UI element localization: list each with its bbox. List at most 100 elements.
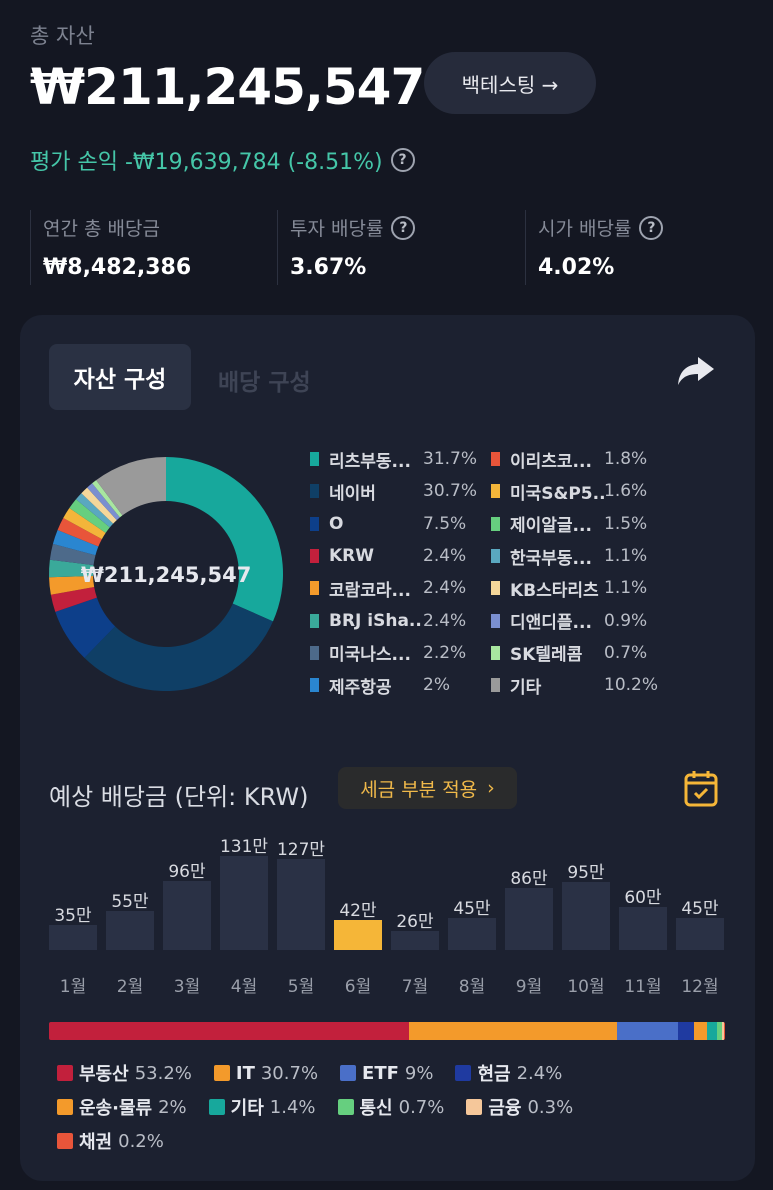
- sector-percent: 53.2%: [134, 1062, 192, 1084]
- sector-percent: 0.2%: [118, 1130, 164, 1152]
- donut-slice: [166, 457, 283, 622]
- dividend-bar[interactable]: [676, 917, 724, 950]
- legend-percent: 2%: [423, 675, 450, 696]
- sector-legend-item: 기타 1.4%: [208, 1094, 316, 1120]
- legend-item: 미국나스... 2.2%: [310, 637, 477, 669]
- stat-value: 3.67%: [290, 255, 367, 280]
- dividend-bar[interactable]: [562, 881, 610, 950]
- dividend-bar[interactable]: [163, 881, 211, 950]
- dividend-bar[interactable]: [106, 910, 154, 950]
- donut-slice: [57, 518, 102, 547]
- sector-segment: [677, 1022, 694, 1040]
- sector-swatch: [466, 1099, 483, 1115]
- tax-applied-chip[interactable]: 세금 부분 적용 ›: [338, 767, 517, 809]
- sector-percent: 2.4%: [516, 1062, 563, 1084]
- legend-name: 기타: [510, 677, 542, 698]
- bar-value-label: 86만: [510, 869, 548, 890]
- legend-swatch: [310, 581, 319, 596]
- dividend-bar[interactable]: [49, 924, 97, 950]
- sector-percent: 0.7%: [398, 1096, 445, 1118]
- month-label: 2월: [116, 977, 144, 997]
- legend-name: O: [329, 513, 344, 534]
- tab-dividend-composition[interactable]: 배당 구성: [218, 370, 311, 396]
- legend-name: SK텔레콤: [510, 645, 583, 666]
- sector-segment: [723, 1022, 725, 1040]
- sector-legend-item: IT 30.7%: [213, 1063, 318, 1084]
- legend-percent: 2.4%: [423, 546, 467, 567]
- sector-swatch: [208, 1099, 225, 1115]
- stat-value: ₩8,482,386: [43, 255, 192, 280]
- donut-slice: [49, 543, 96, 566]
- donut-slice: [49, 576, 95, 595]
- donut-slice: [81, 487, 117, 524]
- sector-percent: 9%: [404, 1062, 434, 1084]
- donut-center-total: ₩211,245,547: [80, 563, 252, 587]
- legend-percent: 0.7%: [604, 642, 648, 663]
- help-icon[interactable]: ?: [391, 215, 416, 240]
- bar-value-label: 45만: [453, 898, 491, 919]
- month-label: 4월: [230, 977, 258, 997]
- valuation-pnl: 평가 손익 -₩19,639,784 (-8.51%) ?: [30, 144, 415, 176]
- dividend-bar[interactable]: [334, 919, 382, 950]
- dividend-bar[interactable]: [277, 858, 325, 950]
- legend-name: 코람코라...: [329, 580, 411, 601]
- legend-percent: 1.1%: [604, 546, 648, 567]
- legend-percent: 30.7%: [423, 481, 478, 502]
- donut-slice: [96, 457, 166, 516]
- donut-slice: [92, 480, 123, 518]
- dividend-bar[interactable]: [619, 906, 667, 950]
- bar-value-label: 42만: [339, 900, 377, 921]
- legend-percent: 2.2%: [423, 642, 467, 663]
- month-label: 11월: [624, 977, 662, 997]
- bar-value-label: 26만: [396, 912, 434, 933]
- help-icon[interactable]: ?: [639, 215, 664, 240]
- legend-item: 제이알글... 1.5%: [491, 508, 658, 540]
- sector-percent: 0.3%: [527, 1096, 574, 1118]
- donut-slice: [87, 483, 120, 521]
- legend-percent: 0.9%: [604, 610, 648, 631]
- legend-item: 코람코라... 2.4%: [310, 572, 477, 604]
- legend-item: 이리츠코... 1.8%: [491, 443, 658, 475]
- sector-legend-item: 운송·물류 2%: [57, 1094, 187, 1120]
- donut-slice: [84, 603, 273, 691]
- help-icon[interactable]: ?: [390, 148, 415, 172]
- pnl-text: 평가 손익 -₩19,639,784 (-8.51%): [30, 150, 383, 175]
- stat-label: 연간 총 배당금: [43, 218, 160, 240]
- legend-swatch: [310, 452, 319, 467]
- sector-swatch: [57, 1099, 73, 1115]
- calendar-icon[interactable]: [684, 769, 718, 807]
- legend-name: KB스타리츠: [510, 580, 599, 601]
- tab-asset-composition[interactable]: 자산 구성: [49, 344, 191, 410]
- legend-name: 디앤디플...: [510, 613, 592, 634]
- total-assets-value: ₩211,245,547: [30, 58, 425, 116]
- sector-percent: 1.4%: [269, 1096, 316, 1118]
- tax-chip-label: 세금 부분 적용: [360, 778, 478, 801]
- month-label: 9월: [515, 977, 543, 997]
- backtest-button[interactable]: 백테스팅 →: [424, 52, 596, 114]
- month-label: 5월: [287, 977, 315, 997]
- sector-name: 운송·물류: [79, 1098, 153, 1119]
- dividend-bar[interactable]: [220, 856, 268, 950]
- legend-name: 미국S&P5...: [510, 483, 604, 504]
- legend-swatch: [491, 645, 500, 660]
- sector-legend: 부동산 53.2% IT 30.7% ETF 9% 현금 2.4% 운송·물류 2% 기타 1.4% 통…: [57, 1056, 737, 1158]
- bar-value-label: 35만: [54, 905, 92, 926]
- dividend-bar[interactable]: [505, 888, 553, 950]
- sector-legend-item: 금융 0.3%: [466, 1094, 573, 1120]
- sector-segment: [707, 1022, 717, 1040]
- donut-slice: [50, 586, 97, 612]
- bar-value-label: 96만: [168, 862, 206, 883]
- month-label: 3월: [173, 977, 201, 997]
- legend-percent: 31.7%: [423, 449, 478, 470]
- sector-swatch: [57, 1065, 73, 1081]
- sector-swatch: [337, 1099, 354, 1115]
- dividend-bar[interactable]: [448, 917, 496, 950]
- legend-name: 한국부동...: [510, 548, 592, 569]
- legend-item: BRJ iSha... 2.4%: [310, 604, 477, 636]
- month-label: 8월: [458, 977, 486, 997]
- legend-name: 제이알글...: [510, 516, 592, 537]
- share-icon[interactable]: [676, 353, 716, 389]
- month-label: 1월: [59, 977, 87, 997]
- dividend-chart-title: 예상 배당금 (단위: KRW): [49, 783, 309, 811]
- dividend-bar[interactable]: [391, 931, 439, 950]
